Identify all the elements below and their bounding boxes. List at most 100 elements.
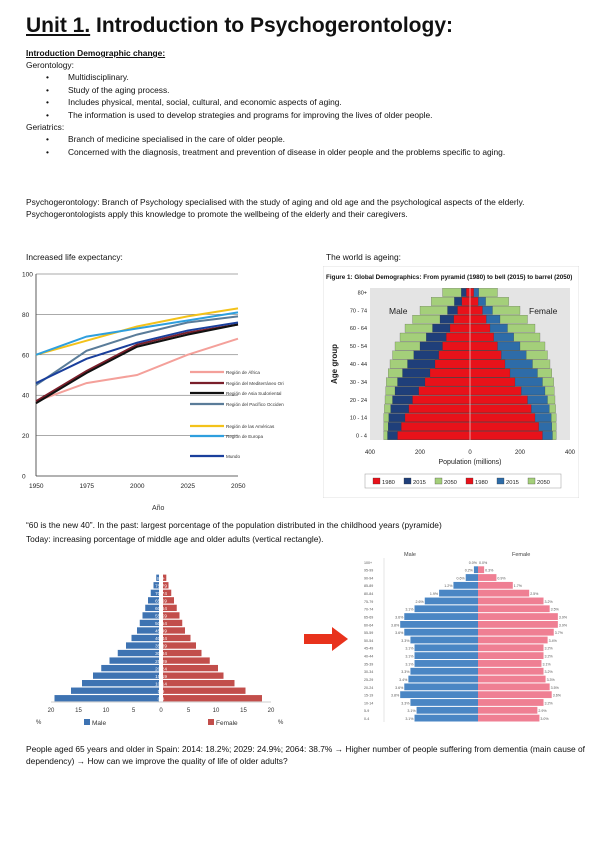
male-bar <box>434 359 471 369</box>
y-tick-label: 100 <box>22 272 33 279</box>
age-group-label: 35-39 <box>155 644 167 649</box>
male-value-label: 3.4% <box>399 678 408 682</box>
female-value-label: 3.2% <box>545 647 554 651</box>
legend-swatch <box>496 477 505 485</box>
x-tick-label: 0 <box>159 708 163 714</box>
age-group-label: 75-79 <box>155 583 167 588</box>
legend-entry: 1980 <box>475 480 488 486</box>
legend-entry: Región de Asia Sudoriental <box>226 391 281 396</box>
female-value-label: 3.2% <box>545 655 554 659</box>
female-value-label: 0.0% <box>479 561 488 565</box>
female-bar <box>469 431 543 440</box>
life-expectancy-legend: Región de África Región del Mediterráneo … <box>190 369 284 459</box>
psychogerontology-definition: Psychogerontology: Branch of Psychology … <box>26 197 525 207</box>
title-unit: Unit 1. <box>26 14 91 37</box>
female-bar <box>163 649 202 657</box>
age-group-tick: 60 - 64 <box>350 326 367 332</box>
male-bar <box>446 332 471 342</box>
x-tick-label: 15 <box>240 708 247 714</box>
female-bar <box>469 377 516 387</box>
male-bar <box>414 605 478 613</box>
x-tick-label: 20 <box>48 708 55 714</box>
geriatrics-list: Branch of medicine specialised in the ca… <box>26 133 586 158</box>
female-bar <box>163 597 174 604</box>
male-value-label: 3.1% <box>405 662 414 666</box>
female-bar <box>469 315 487 324</box>
classic-pyramid-x-ticks: 20 15 10 5 0 5 10 15 20%% <box>36 708 284 726</box>
series-line <box>35 323 239 403</box>
female-value-label: 0.9% <box>497 576 506 580</box>
female-bar <box>478 644 544 652</box>
age-group-label: 65-69 <box>155 599 167 604</box>
female-bar <box>469 404 532 413</box>
female-value-label: 3.6% <box>553 694 562 698</box>
female-label: Female <box>512 552 530 558</box>
female-bar <box>163 680 235 687</box>
male-bar <box>404 683 478 691</box>
male-value-label: 3.6% <box>395 631 404 635</box>
male-bar <box>449 323 471 333</box>
male-bar <box>137 627 159 634</box>
male-bar <box>408 404 471 413</box>
female-bar <box>478 589 530 597</box>
male-bar <box>131 634 159 642</box>
female-value-label: 3.7% <box>555 631 564 635</box>
male-bar <box>410 667 478 675</box>
legend-entry: Región de África <box>226 369 260 375</box>
classic-pyramid-legend: Male Female <box>84 719 238 727</box>
female-value-label: 3.2% <box>545 600 554 604</box>
population-tick: 400 <box>365 450 376 456</box>
female-bar <box>163 695 262 702</box>
population-tick: 0 <box>468 450 472 456</box>
male-bar <box>412 395 471 405</box>
male-bar <box>453 315 471 324</box>
male-bar <box>461 297 471 306</box>
female-bar <box>478 613 558 620</box>
female-bar <box>469 332 494 342</box>
gerontology-heading: Gerontology: <box>26 60 74 70</box>
male-value-label: 1.9% <box>430 592 439 596</box>
male-value-label: 2.6% <box>416 600 425 604</box>
female-bar <box>163 612 180 619</box>
female-bar <box>478 660 542 667</box>
female-value-label: 3.3% <box>547 678 556 682</box>
x-tick-label: 20 <box>268 708 275 714</box>
rectangle-pyramid-chart: Male Female 0-4 3.1% 3.0% 5-9 3.1% 2.9% 10-14 3… <box>364 552 568 722</box>
legend-entry: Región de Europa <box>226 434 263 439</box>
male-bar <box>414 660 478 667</box>
series-line <box>35 323 239 405</box>
legend-swatch <box>208 719 214 725</box>
female-value-label: 3.2% <box>545 670 554 674</box>
male-bar <box>438 350 471 360</box>
male-bar <box>142 612 159 619</box>
population-ticks: 400 200 0 200 400 <box>365 450 576 456</box>
age-group-label: 80+ <box>157 576 165 581</box>
x-tick-label: 1975 <box>80 483 95 490</box>
female-value-label: 3.2% <box>545 701 554 705</box>
male-value-label: 1.2% <box>444 584 453 588</box>
female-bar <box>469 288 474 297</box>
legend-entry: Región de las Américas <box>226 424 275 429</box>
male-bar <box>148 597 159 604</box>
x-tick-label: 5 <box>132 708 136 714</box>
male-bar <box>442 341 471 351</box>
female-bar <box>478 628 554 636</box>
life-expectancy-x-axis-label: Año <box>152 505 165 512</box>
series-line <box>35 311 239 356</box>
population-tick: 200 <box>415 450 426 456</box>
age-group-label: 5-9 <box>364 709 369 713</box>
age-group-label: 35-39 <box>364 662 373 666</box>
female-bar <box>478 667 544 675</box>
list-item: Branch of medicine specialised in the ca… <box>26 133 586 146</box>
male-bar <box>400 691 478 699</box>
male-bar <box>145 604 159 612</box>
x-tick-label: 5 <box>187 708 191 714</box>
age-group-label: 100+ <box>364 561 372 565</box>
quote-line-1: “60 is the new 40”. In the past: largest… <box>26 520 442 530</box>
female-label: Female <box>529 306 558 316</box>
age-group-tick: 20 - 24 <box>350 398 367 404</box>
male-bar <box>416 706 478 714</box>
female-value-label: 2.5% <box>530 592 539 596</box>
male-bar <box>466 288 471 297</box>
age-group-label: 45-49 <box>155 629 167 634</box>
